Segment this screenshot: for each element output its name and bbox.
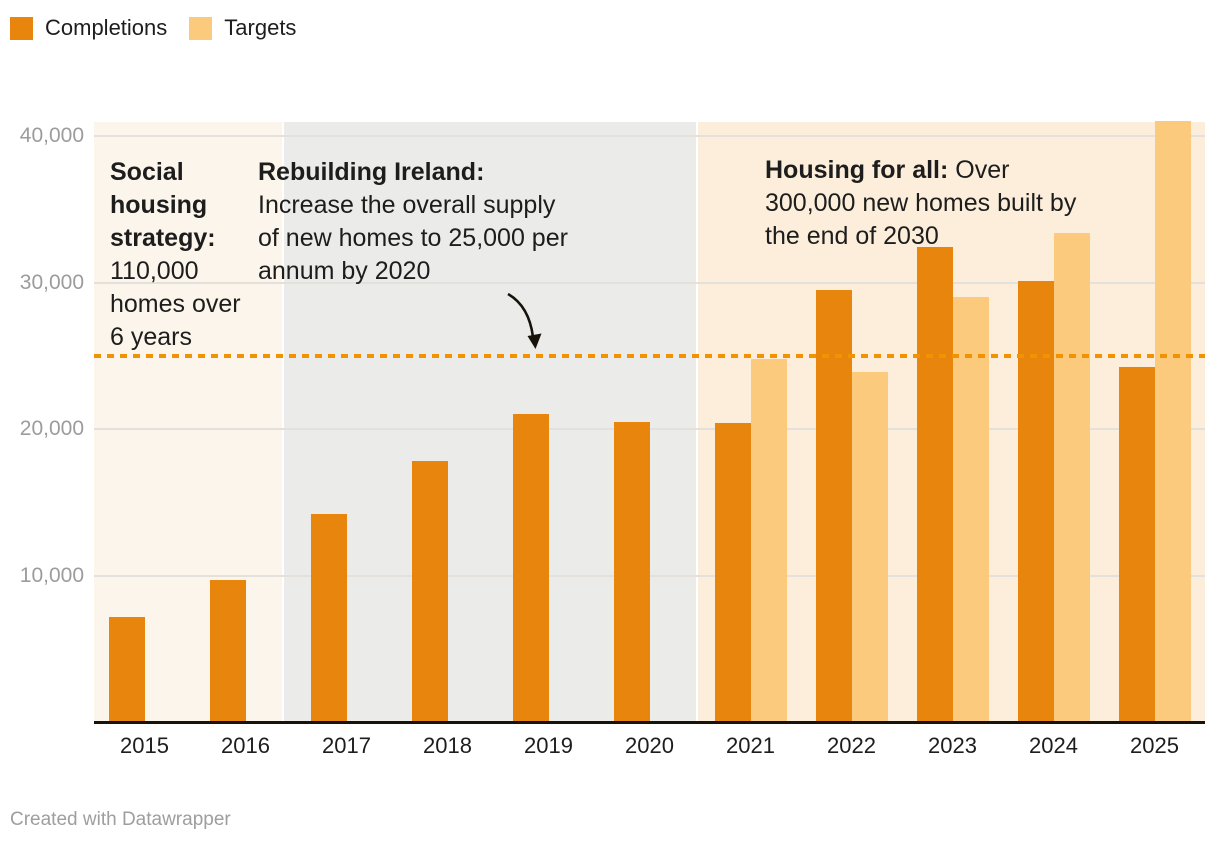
- x-axis-label-2020: 2020: [625, 733, 674, 758]
- legend-label-completions: Completions: [45, 15, 168, 40]
- bar-completions-2024: [1017, 281, 1054, 722]
- bar-targets-2023: [952, 297, 989, 722]
- bar-completions-2019: [512, 414, 549, 722]
- bar-targets-2021: [750, 358, 787, 722]
- bar-targets-2024: [1053, 232, 1090, 722]
- annotation-housing-for-all: Housing for all: Over 300,000 new homes …: [765, 154, 1076, 253]
- bar-targets-2025: [1154, 121, 1191, 722]
- legend-item-targets: Targets: [189, 15, 296, 41]
- bar-completions-2025: [1118, 367, 1155, 722]
- annotation-housing-for-all-bold: Housing for all:: [765, 156, 949, 184]
- bar-completions-2015: [108, 616, 145, 722]
- completions-swatch-icon: [10, 16, 33, 40]
- annotation-social-housing: Social housing strategy: 110,000 homes o…: [110, 156, 241, 354]
- x-axis-label-2019: 2019: [524, 733, 573, 758]
- legend: Completions Targets: [10, 15, 296, 41]
- annotation-rebuilding-ireland: Rebuilding Ireland: Increase the overall…: [258, 156, 568, 288]
- gridline-20000: [94, 428, 1205, 430]
- targets-swatch-icon: [189, 16, 213, 40]
- x-axis-label-2024: 2024: [1029, 733, 1078, 758]
- x-axis-label-2021: 2021: [726, 733, 775, 758]
- annotation-rebuilding-ireland-bold: Rebuilding Ireland:: [258, 158, 485, 186]
- legend-label-targets: Targets: [224, 15, 297, 40]
- x-axis-label-2017: 2017: [322, 733, 371, 758]
- y-axis-label-20000: 20,000: [19, 417, 84, 440]
- x-axis-line: [94, 721, 1205, 724]
- bar-completions-2018: [411, 461, 448, 722]
- reference-line-25000: [94, 353, 1205, 358]
- gridline-30000: [94, 281, 1205, 284]
- annotation-housing-for-all-text: Over 300,000 new homes built by the end …: [765, 156, 1077, 250]
- bar-completions-2023: [916, 247, 953, 722]
- bar-completions-2020: [613, 421, 650, 722]
- annotation-social-housing-bold: Social housing strategy:: [110, 158, 216, 252]
- annotation-social-housing-text: 110,000 homes over 6 years: [110, 257, 241, 351]
- legend-item-completions: Completions: [10, 15, 167, 41]
- annotation-rebuilding-ireland-text: Increase the overall supply of new homes…: [258, 191, 568, 285]
- credit-line: Created with Datawrapper: [10, 809, 231, 830]
- bar-targets-2022: [851, 371, 888, 722]
- gridline-40000: [94, 135, 1205, 137]
- x-axis-label-2018: 2018: [423, 733, 472, 758]
- bar-completions-2021: [714, 423, 751, 722]
- bar-completions-2022: [815, 289, 852, 722]
- x-axis-label-2016: 2016: [221, 733, 270, 758]
- x-axis-label-2025: 2025: [1130, 733, 1179, 758]
- y-axis-label-40000: 40,000: [19, 124, 84, 147]
- bar-completions-2016: [209, 579, 246, 722]
- gridline-10000: [94, 574, 1205, 577]
- x-axis-label-2015: 2015: [120, 733, 169, 758]
- x-axis-label-2023: 2023: [928, 733, 977, 758]
- y-axis-label-30000: 30,000: [19, 270, 84, 294]
- y-axis-label-10000: 10,000: [19, 563, 84, 587]
- bar-completions-2017: [310, 513, 347, 722]
- x-axis-label-2022: 2022: [827, 733, 876, 758]
